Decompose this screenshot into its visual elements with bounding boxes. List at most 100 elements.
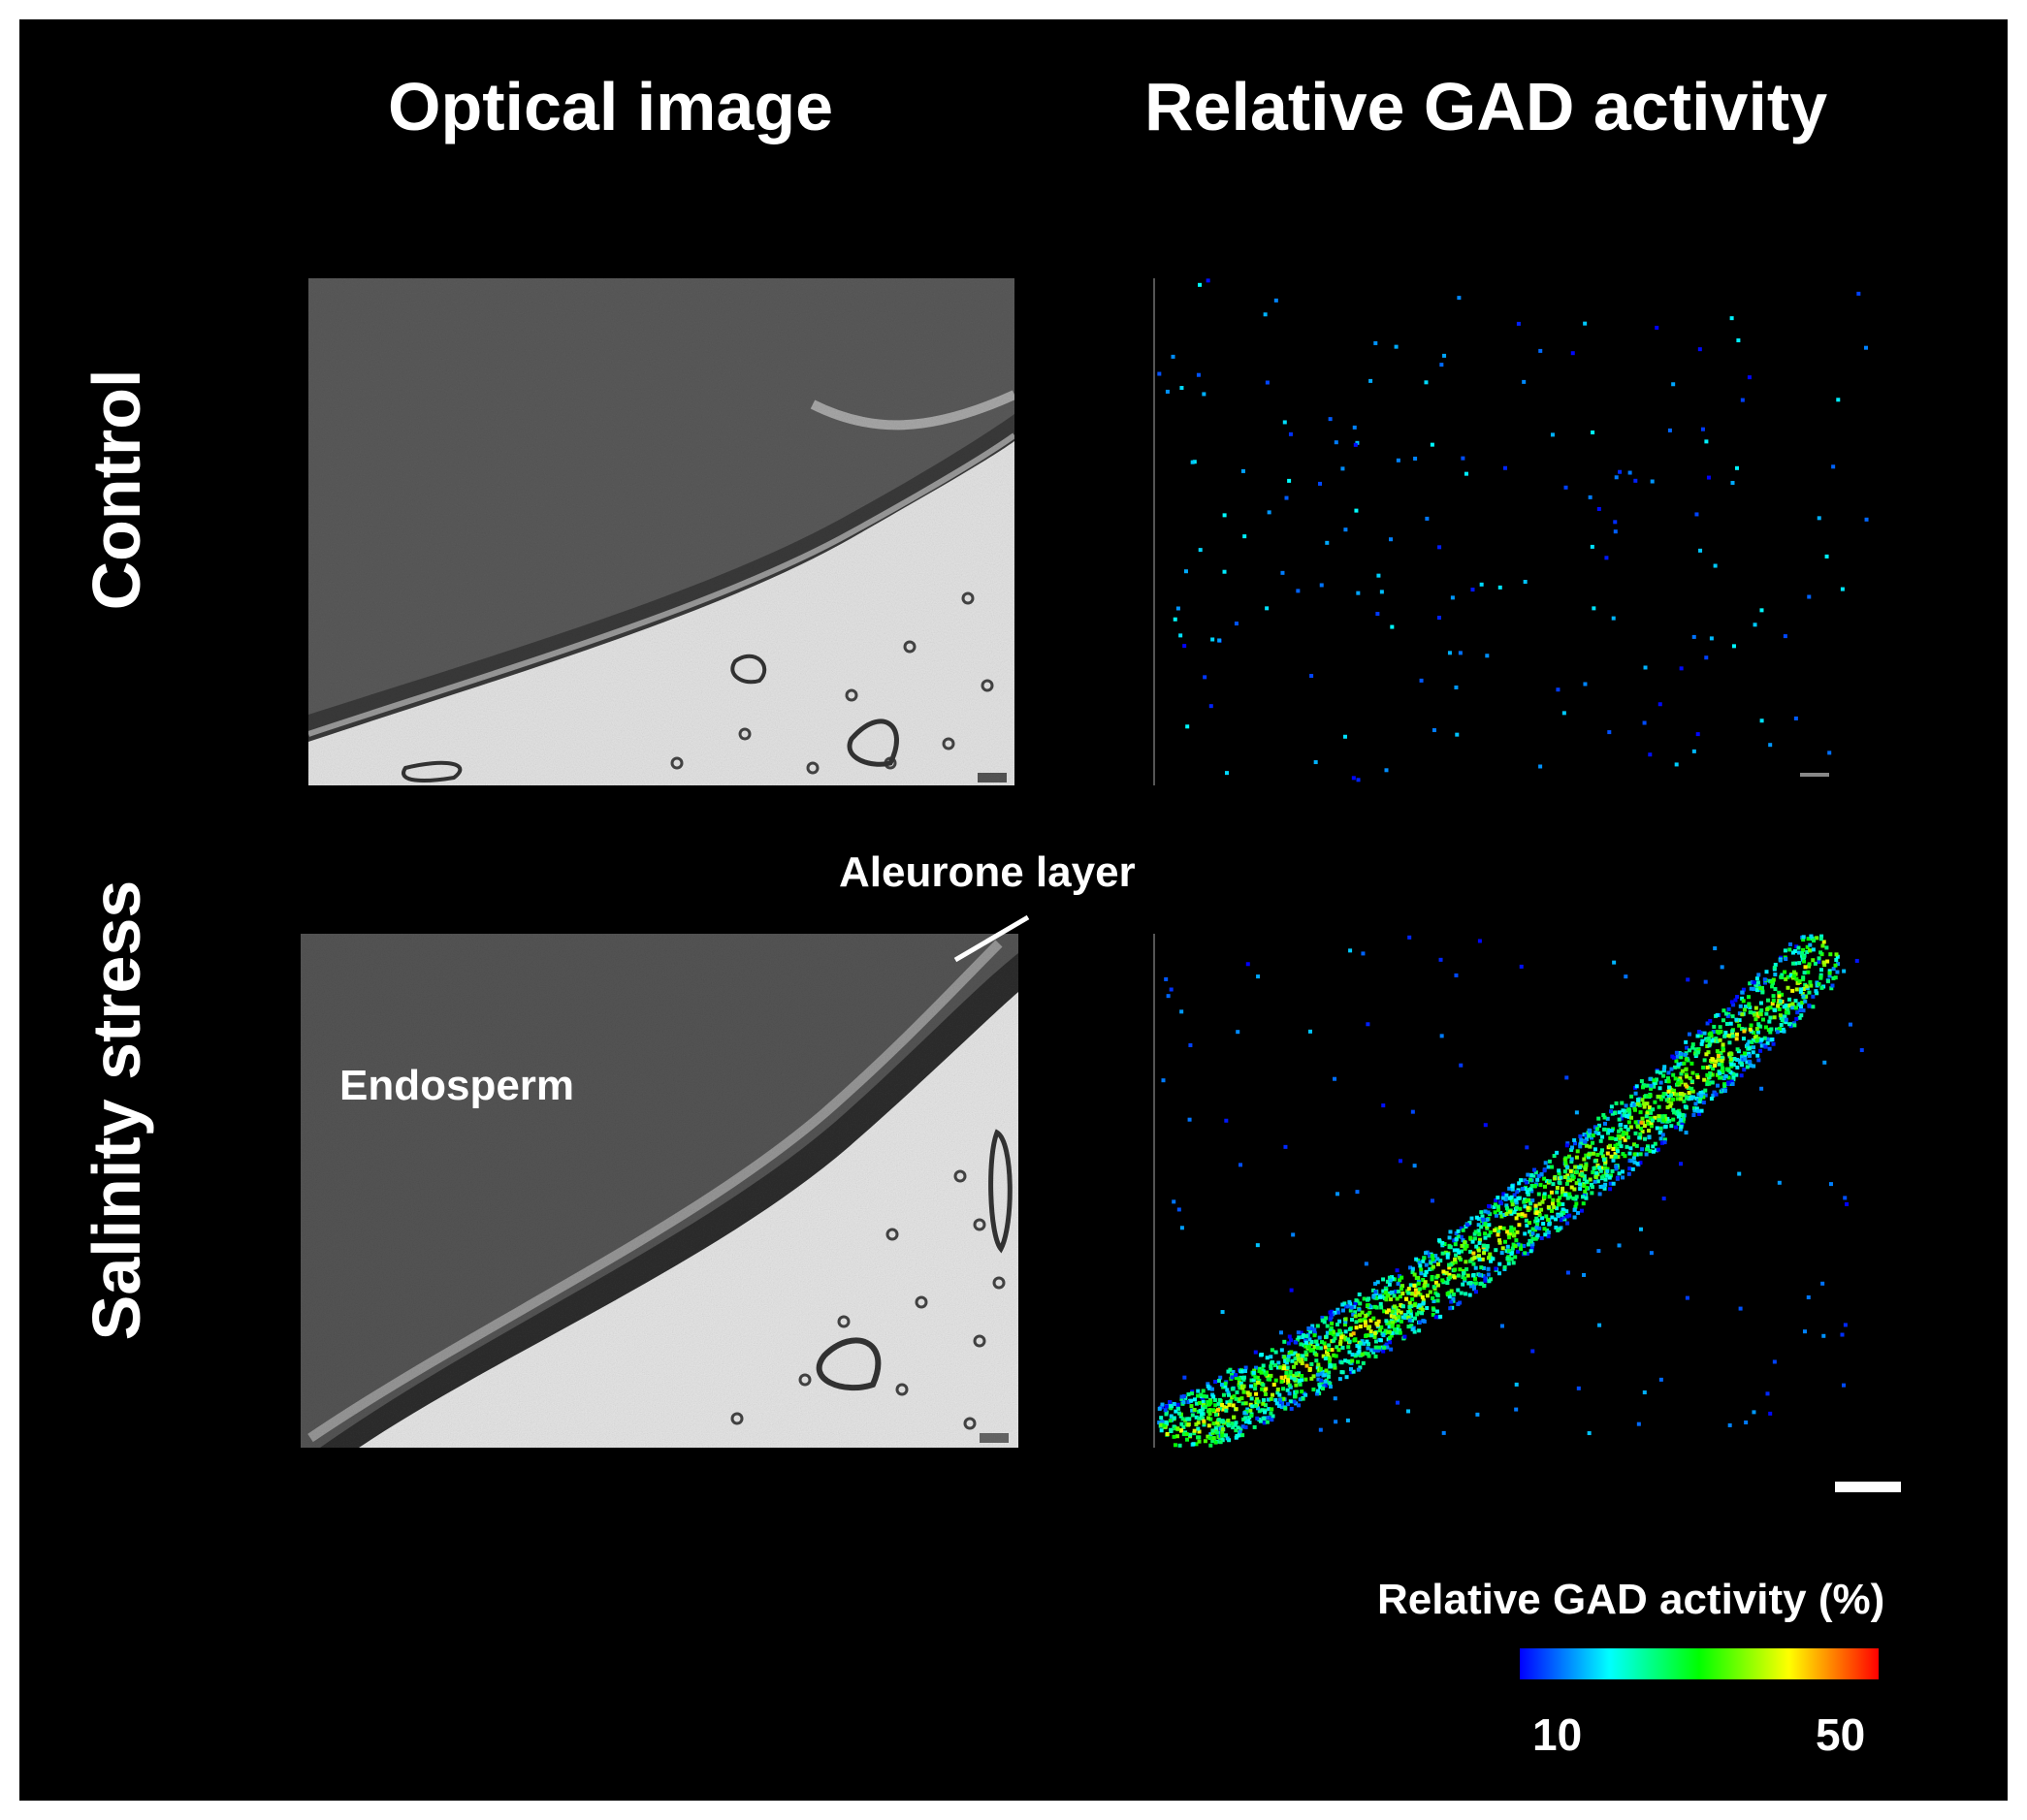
activity-speckle (1842, 969, 1847, 974)
activity-speckle (1304, 1333, 1309, 1338)
activity-speckle (1617, 1129, 1622, 1134)
activity-speckle (1364, 1333, 1368, 1338)
activity-speckle (1609, 1128, 1614, 1133)
activity-speckle (1778, 1013, 1783, 1018)
activity-speckle (1425, 516, 1430, 521)
activity-speckle (1559, 1212, 1563, 1217)
activity-speckle (1424, 1269, 1429, 1274)
activity-speckle (1354, 1320, 1359, 1325)
activity-speckle (1471, 1251, 1476, 1256)
activity-speckle (1325, 1324, 1330, 1328)
activity-speckle (1332, 1338, 1336, 1343)
activity-speckle (1353, 1301, 1358, 1306)
activity-speckle (1339, 1335, 1344, 1340)
activity-speckle (1624, 974, 1628, 979)
activity-speckle (1207, 1436, 1212, 1441)
activity-speckle (1222, 513, 1227, 518)
activity-speckle (1303, 1344, 1308, 1349)
activity-speckle (1249, 1384, 1254, 1389)
activity-speckle (1526, 1242, 1530, 1247)
activity-speckle (1696, 1046, 1701, 1051)
activity-speckle (1320, 1369, 1325, 1374)
activity-speckle (1515, 1229, 1520, 1234)
activity-speckle (1322, 1341, 1327, 1346)
activity-speckle (1570, 1173, 1575, 1178)
activity-speckle (1177, 1443, 1182, 1448)
activity-speckle (1472, 1256, 1477, 1261)
activity-speckle (1168, 1419, 1173, 1423)
activity-speckle (1159, 1428, 1164, 1433)
activity-speckle (1803, 999, 1808, 1004)
activity-speckle (1435, 1293, 1440, 1297)
activity-speckle (1572, 1187, 1577, 1192)
activity-speckle (1668, 1103, 1673, 1108)
activity-speckle (1473, 1229, 1478, 1234)
activity-speckle (1468, 1284, 1473, 1289)
activity-speckle (1335, 1307, 1340, 1312)
activity-speckle (1582, 1272, 1587, 1277)
activity-speckle (1595, 1163, 1600, 1167)
activity-speckle (1560, 1202, 1565, 1207)
activity-speckle (1611, 1158, 1616, 1163)
activity-speckle (1281, 1387, 1286, 1391)
activity-speckle (1397, 1290, 1401, 1294)
activity-speckle (1270, 1348, 1274, 1353)
activity-speckle (1821, 940, 1826, 944)
activity-speckle (1416, 1279, 1421, 1284)
activity-speckle (1788, 942, 1793, 946)
activity-speckle (1602, 1127, 1607, 1132)
activity-speckle (1355, 440, 1360, 445)
activity-speckle (1662, 1065, 1667, 1070)
activity-speckle (1685, 1045, 1689, 1050)
activity-speckle (1196, 1426, 1201, 1431)
activity-speckle (1470, 588, 1475, 592)
activity-speckle (1715, 1029, 1720, 1034)
activity-speckle (1693, 1102, 1698, 1106)
activity-speckle (1315, 1324, 1320, 1328)
activity-speckle (1735, 1057, 1740, 1062)
activity-speckle (1345, 1304, 1350, 1309)
activity-speckle (1529, 1172, 1534, 1177)
activity-speckle (1211, 1421, 1216, 1426)
activity-speckle (1448, 1229, 1453, 1234)
activity-speckle (1480, 1257, 1485, 1261)
activity-speckle (1275, 1387, 1280, 1391)
activity-speckle (1206, 278, 1210, 283)
activity-speckle (1505, 1209, 1510, 1214)
activity-speckle (1186, 1421, 1191, 1426)
activity-speckle (1234, 1428, 1239, 1433)
activity-speckle (1497, 1240, 1502, 1245)
activity-speckle (1784, 1003, 1788, 1007)
activity-speckle (1289, 1338, 1294, 1343)
activity-speckle (1762, 980, 1767, 985)
activity-speckle (1213, 1403, 1218, 1408)
activity-speckle (1648, 1149, 1653, 1154)
activity-speckle (1291, 1232, 1296, 1237)
activity-speckle (1284, 495, 1289, 500)
activity-speckle (1488, 1229, 1493, 1234)
activity-speckle (1214, 1430, 1219, 1435)
activity-speckle (1803, 965, 1808, 970)
activity-speckle (1784, 1010, 1788, 1015)
activity-speckle (1257, 1369, 1262, 1374)
activity-speckle (1420, 1294, 1425, 1299)
activity-speckle (1588, 1144, 1593, 1149)
activity-speckle (1632, 1152, 1637, 1157)
activity-speckle (1700, 427, 1705, 431)
activity-speckle (1749, 986, 1754, 991)
activity-speckle (1286, 1355, 1291, 1359)
activity-speckle (1192, 1397, 1197, 1402)
activity-speckle (1710, 1057, 1715, 1062)
activity-speckle (1611, 1181, 1616, 1186)
activity-speckle (1234, 1373, 1239, 1378)
activity-speckle (1347, 1339, 1352, 1344)
activity-speckle (1283, 1358, 1288, 1363)
activity-speckle (1225, 1400, 1230, 1405)
activity-speckle (1778, 958, 1783, 963)
activity-speckle (1792, 1021, 1797, 1026)
activity-speckle (1671, 1097, 1676, 1102)
activity-speckle (1164, 1420, 1169, 1424)
activity-speckle (1724, 1011, 1729, 1016)
activity-speckle (1737, 1171, 1742, 1176)
activity-speckle (1642, 1104, 1647, 1109)
